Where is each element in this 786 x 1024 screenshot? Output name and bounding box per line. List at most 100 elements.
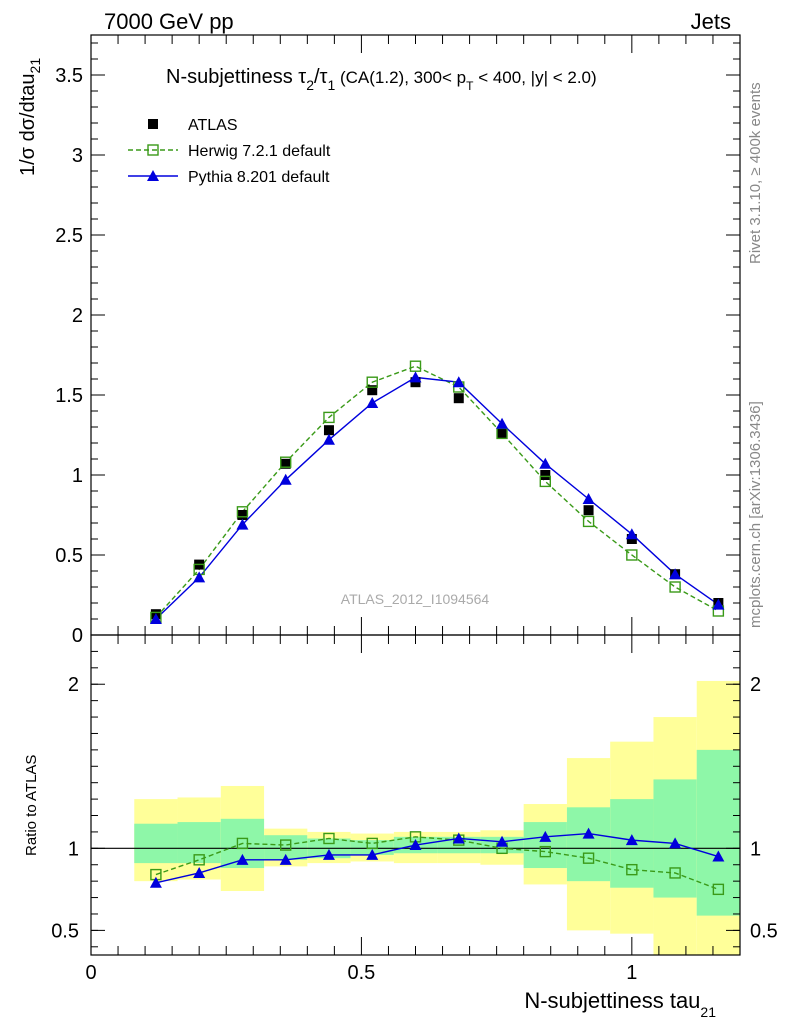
ratio-y-tick-label-left: 1 xyxy=(68,838,79,860)
ratio-point-pythia xyxy=(366,848,379,860)
x-axis-label-text: N-subjettiness tau xyxy=(524,988,700,1013)
ratio-point-pythia xyxy=(539,830,552,842)
title-main: N-subjettiness τ xyxy=(166,66,306,88)
legend-marker xyxy=(147,170,159,181)
main-point-pythia xyxy=(496,417,509,429)
main-point-pythia xyxy=(236,518,249,530)
ratio-inner-band xyxy=(696,749,740,916)
ratio-uncertainty-bands xyxy=(134,680,740,955)
ratio-y-tick-label-left: 2 xyxy=(68,674,79,696)
main-y-tick-label: 3.5 xyxy=(55,65,83,87)
main-point-atlas xyxy=(497,428,508,439)
main-point-herwig xyxy=(669,581,681,593)
ratio-point-pythia xyxy=(625,834,638,846)
main-point-atlas xyxy=(540,470,551,480)
x-tick-label: 1 xyxy=(626,962,637,984)
ratio-point-pythia xyxy=(149,876,162,888)
ratio-point-pythia xyxy=(669,837,682,849)
main-panel xyxy=(149,360,725,624)
legend-marker xyxy=(147,144,159,156)
x-tick-label: 0 xyxy=(85,962,96,984)
ratio-point-pythia xyxy=(712,850,725,862)
legend-label: Pythia 8.201 default xyxy=(188,169,330,186)
ratio-point-pythia xyxy=(279,853,292,865)
main-point-herwig xyxy=(280,456,292,468)
ratio-point-herwig xyxy=(193,854,205,866)
chart-title: N-subjettiness τ2/τ1 (CA(1.2), 300< pT <… xyxy=(166,66,597,93)
main-y-axis-label-text: 1/σ dσ/dtau xyxy=(17,73,39,176)
title-sub1: 1 xyxy=(327,77,335,93)
title-tail: < 400, |y| < 2.0) xyxy=(473,68,596,87)
title-subT: T xyxy=(466,79,474,93)
main-point-pythia xyxy=(582,493,595,504)
ratio-inner-band xyxy=(350,840,394,855)
ratio-point-herwig xyxy=(366,837,378,850)
ratio-y-tick-label-right: 0.5 xyxy=(750,920,778,942)
main-y-tick-label: 0.5 xyxy=(55,545,83,567)
ratio-y-axis-label: Ratio to ATLAS xyxy=(23,755,40,856)
main-point-pythia xyxy=(712,598,725,610)
ratio-inner-band xyxy=(134,823,178,864)
main-point-herwig xyxy=(323,411,335,424)
main-y-tick-label: 3 xyxy=(72,145,83,167)
ratio-point-herwig xyxy=(236,837,249,850)
ratio-point-herwig xyxy=(712,883,725,896)
legend-marker xyxy=(148,119,158,129)
header-left-text: 7000 GeV pp xyxy=(104,9,234,34)
main-point-pythia xyxy=(539,457,552,469)
main-point-atlas xyxy=(453,393,464,404)
rivet-info-text: Rivet 3.1.10, ≥ 400k events xyxy=(747,82,764,264)
main-y-tick-label: 2 xyxy=(72,305,83,327)
ratio-line-pythia xyxy=(155,832,719,884)
main-y-tick-label: 0 xyxy=(72,625,83,647)
legend: ATLAS Herwig 7.2.1 default Pythia 8.201 de… xyxy=(128,117,331,186)
title-slash: /τ xyxy=(314,66,328,88)
main-point-pythia xyxy=(452,376,465,388)
ratio-line-herwig xyxy=(155,836,719,891)
main-y-tick-label: 1 xyxy=(72,465,83,487)
main-point-atlas xyxy=(280,458,291,469)
ratio-point-herwig xyxy=(626,863,638,876)
ratio-point-pythia xyxy=(193,866,206,878)
ratio-point-pythia xyxy=(322,848,335,860)
ratio-y-tick-label-right: 1 xyxy=(750,838,761,860)
main-point-atlas xyxy=(583,505,594,516)
ratio-point-herwig xyxy=(323,832,335,845)
mcplots-info-text: mcplots.cern.ch [arXiv:1306.3436] xyxy=(747,401,764,628)
ratio-y-tick-label-left: 0.5 xyxy=(51,920,79,942)
ratio-inner-band xyxy=(566,807,611,882)
ratio-point-herwig xyxy=(539,845,551,858)
x-axis-label-sub: 21 xyxy=(700,1004,716,1020)
main-y-axis-label-sub: 21 xyxy=(27,58,43,74)
main-point-pythia xyxy=(669,568,682,580)
main-point-herwig xyxy=(582,515,595,528)
main-y-tick-label: 1.5 xyxy=(55,385,83,407)
x-tick-label: 0.5 xyxy=(348,962,376,984)
main-point-pythia xyxy=(322,433,335,445)
ratio-inner-band xyxy=(177,822,221,864)
main-point-pythia xyxy=(366,397,379,408)
ratio-point-herwig xyxy=(669,867,681,879)
main-point-herwig xyxy=(626,549,638,561)
ratio-y-tick-label-right: 2 xyxy=(750,674,761,696)
ratio-point-pythia xyxy=(409,839,422,851)
ratio-point-herwig xyxy=(582,852,595,864)
main-point-pythia xyxy=(625,528,638,540)
main-point-herwig xyxy=(409,360,422,372)
main-point-herwig xyxy=(366,376,378,388)
analysis-watermark: ATLAS_2012_I1094564 xyxy=(341,591,490,607)
legend-label: ATLAS xyxy=(188,117,238,134)
ratio-inner-band xyxy=(523,822,567,869)
ratio-point-herwig xyxy=(280,839,292,851)
main-point-atlas xyxy=(237,510,248,520)
title-sub2: 2 xyxy=(306,77,314,93)
ratio-point-pythia xyxy=(582,827,595,839)
main-point-pythia xyxy=(409,371,422,383)
legend-label: Herwig 7.2.1 default xyxy=(188,143,331,160)
main-point-atlas xyxy=(367,385,378,396)
title-rest: (CA(1.2), 300< p xyxy=(335,68,466,87)
main-point-herwig xyxy=(236,506,249,518)
main-y-axis-label: 1/σ dσ/dtau21 xyxy=(17,58,43,176)
main-point-herwig xyxy=(539,475,551,488)
main-point-pythia xyxy=(193,571,206,583)
